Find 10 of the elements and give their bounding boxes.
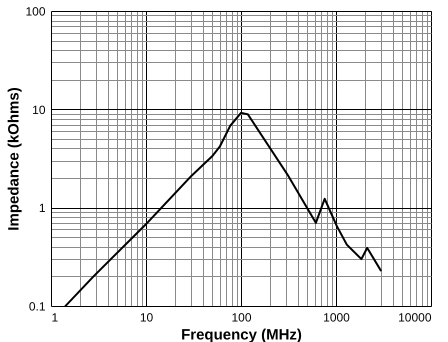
y-tick-label: 10 [32,102,46,117]
x-tick-label: 1 [52,310,58,324]
y-tick-label: 100 [25,4,46,18]
y-tick-label: 0.1 [28,300,46,314]
x-tick-label: 1000 [323,310,350,324]
y-axis-title: Impedance (kOhms) [5,87,22,231]
x-tick-label: 10 [140,310,154,324]
x-tick-label: 10000 [398,310,432,324]
x-tick-label: 100 [231,310,252,324]
y-tick-label: 1 [38,201,46,216]
